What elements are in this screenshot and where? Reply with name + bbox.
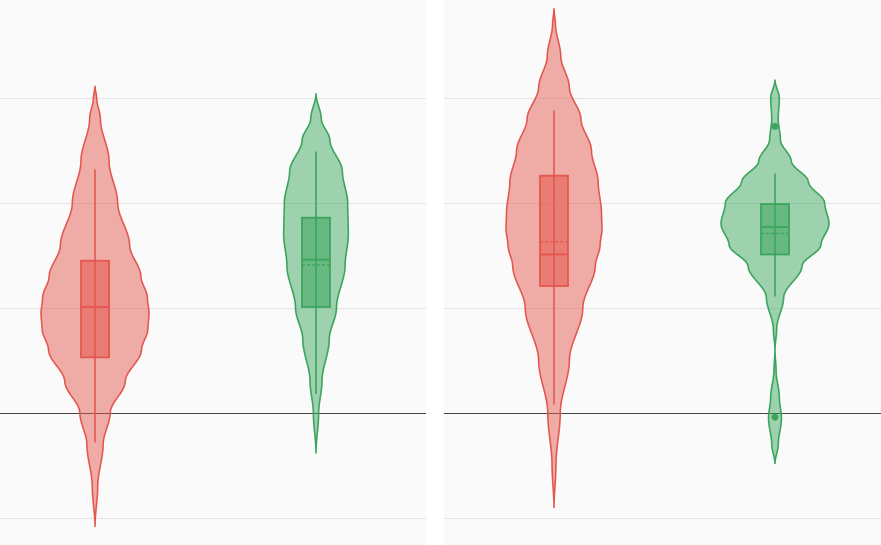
outlier-point [771, 122, 779, 130]
violin-1 [505, 7, 603, 509]
iqr-box [301, 216, 331, 308]
panel-background [0, 0, 426, 545]
iqr-box [80, 259, 110, 359]
panel-2 [444, 0, 881, 545]
panel-1 [0, 0, 426, 545]
iqr-box [539, 174, 569, 287]
violin-2 [282, 93, 350, 454]
violin-2 [720, 79, 830, 465]
outlier-point [771, 413, 779, 421]
violin-1 [40, 85, 150, 528]
iqr-box [760, 203, 790, 256]
panel-background [444, 0, 881, 545]
